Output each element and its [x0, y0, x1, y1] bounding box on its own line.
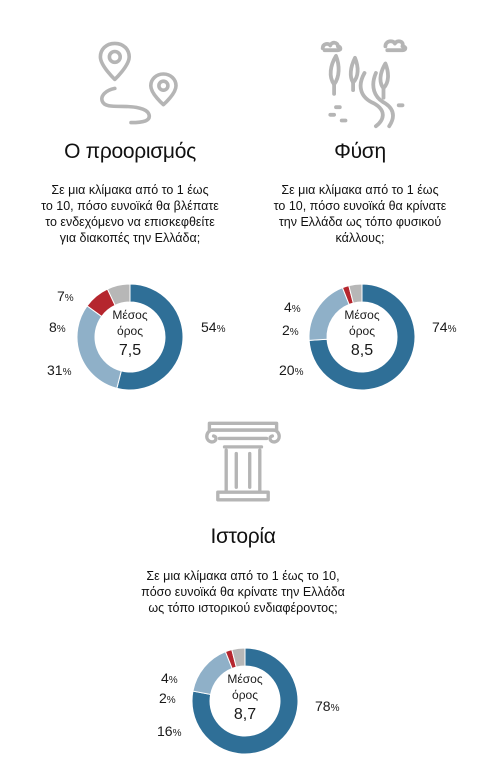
- donut-slice-0: [116, 283, 184, 391]
- pct-value: 8: [49, 319, 57, 335]
- pct-label-gray: 4%: [161, 670, 178, 686]
- pct-label-red: 8%: [49, 319, 66, 335]
- pct-value: 7: [57, 288, 65, 304]
- pct-value: 16: [157, 723, 173, 739]
- chart-panel-history: Ιστορία Σε μια κλίμακα από το 1 έως το 1…: [93, 405, 393, 771]
- pct-label-lightblue: 31%: [47, 362, 71, 378]
- pct-sign: %: [168, 675, 178, 686]
- donut-hole: [95, 302, 165, 372]
- donut-chart: Μέσος όρος 8,5: [308, 283, 416, 391]
- pct-value: 78: [315, 698, 331, 714]
- pct-label-red: 2%: [282, 322, 299, 338]
- pct-sign: %: [447, 324, 457, 335]
- pct-value: 2: [159, 690, 167, 706]
- question-line: Σε μια κλίμακα από το 1 έως: [281, 183, 439, 197]
- center-label: Μέσος: [344, 308, 379, 322]
- center-label: όρος: [232, 688, 258, 702]
- pct-value: 54: [201, 319, 217, 335]
- map-route-icon: [98, 41, 178, 125]
- question-line: για διακοπές την Ελλάδα;: [59, 231, 201, 245]
- pct-sign: %: [64, 293, 74, 304]
- chart-question: Σε μια κλίμακα από το 1 έως το 10, πόσο …: [93, 568, 393, 616]
- pct-value: 2: [282, 322, 290, 338]
- question-line: Σε μια κλίμακα από το 1 έως το 10,: [146, 569, 340, 583]
- question-line: πόσο ευνοϊκά θα κρίνατε την Ελλάδα: [141, 585, 345, 599]
- chart-question: Σε μια κλίμακα από το 1 έως το 10, πόσο …: [255, 182, 465, 246]
- center-label: Μέσος: [112, 308, 147, 322]
- pct-sign: %: [291, 304, 301, 315]
- center-label: Μέσος: [227, 672, 262, 686]
- mean-value: 8,5: [351, 342, 373, 359]
- donut-slice-3: [231, 647, 246, 668]
- pct-label-blue: 54%: [201, 319, 225, 335]
- donut-slice-0: [308, 283, 416, 391]
- nature-landscape-icon: [320, 39, 408, 129]
- question-line: το 10, πόσο ευνοϊκά θα κρίνατε: [273, 199, 447, 213]
- donut-chart: Μέσος όρος 7,5: [76, 283, 184, 391]
- donut-slice-3: [106, 283, 131, 306]
- pct-sign: %: [289, 327, 299, 338]
- pct-sign: %: [330, 703, 340, 714]
- center-label: όρος: [117, 324, 143, 338]
- pct-value: 4: [284, 299, 292, 315]
- pct-label-gray: 4%: [284, 299, 301, 315]
- question-line: το ενδεχόμενο να επισκεφθείτε: [45, 215, 215, 229]
- question-line: κάλλους;: [335, 231, 385, 245]
- chart-panel-nature: Φύση Σε μια κλίμακα από το 1 έως το 10, …: [255, 0, 465, 391]
- pct-label-gray: 7%: [57, 288, 74, 304]
- chart-panel-destination: Ο προορισμός Σε μια κλίμακα από το 1 έως…: [25, 0, 235, 391]
- question-line: ως τόπο ιστορικού ενδιαφέροντος;: [148, 601, 338, 615]
- pct-sign: %: [216, 324, 226, 335]
- pct-label-red: 2%: [159, 690, 176, 706]
- donut-slice-3: [348, 283, 363, 304]
- pct-value: 20: [279, 362, 295, 378]
- center-label: όρος: [349, 324, 375, 338]
- pct-label-blue: 78%: [315, 698, 339, 714]
- pct-sign: %: [294, 367, 304, 378]
- question-line: Σε μια κλίμακα από το 1 έως: [51, 183, 209, 197]
- pct-value: 31: [47, 362, 63, 378]
- pct-label-blue: 74%: [432, 319, 456, 335]
- donut-hole: [327, 302, 397, 372]
- mean-value: 7,5: [119, 342, 141, 359]
- pct-sign: %: [166, 695, 176, 706]
- chart-title: Φύση: [334, 140, 386, 163]
- donut-slice-0: [191, 647, 299, 755]
- pct-sign: %: [172, 728, 182, 739]
- pct-value: 4: [161, 670, 169, 686]
- chart-title: Ιστορία: [210, 525, 276, 548]
- mean-value: 8,7: [234, 706, 256, 723]
- pct-label-lightblue: 16%: [157, 723, 181, 739]
- chart-title: Ο προορισμός: [64, 140, 196, 163]
- question-line: το 10, πόσο ευνοϊκά θα βλέπατε: [41, 199, 219, 213]
- pct-sign: %: [56, 324, 66, 335]
- donut-chart: Μέσος όρος 8,7: [191, 647, 299, 755]
- pct-label-lightblue: 20%: [279, 362, 303, 378]
- chart-question: Σε μια κλίμακα από το 1 έως το 10, πόσο …: [25, 182, 235, 246]
- question-line: την Ελλάδα ως τόπο φυσικού: [278, 215, 442, 229]
- pct-sign: %: [62, 367, 72, 378]
- ionic-column-icon: [205, 421, 281, 502]
- pct-value: 74: [432, 319, 448, 335]
- donut-hole: [210, 666, 280, 736]
